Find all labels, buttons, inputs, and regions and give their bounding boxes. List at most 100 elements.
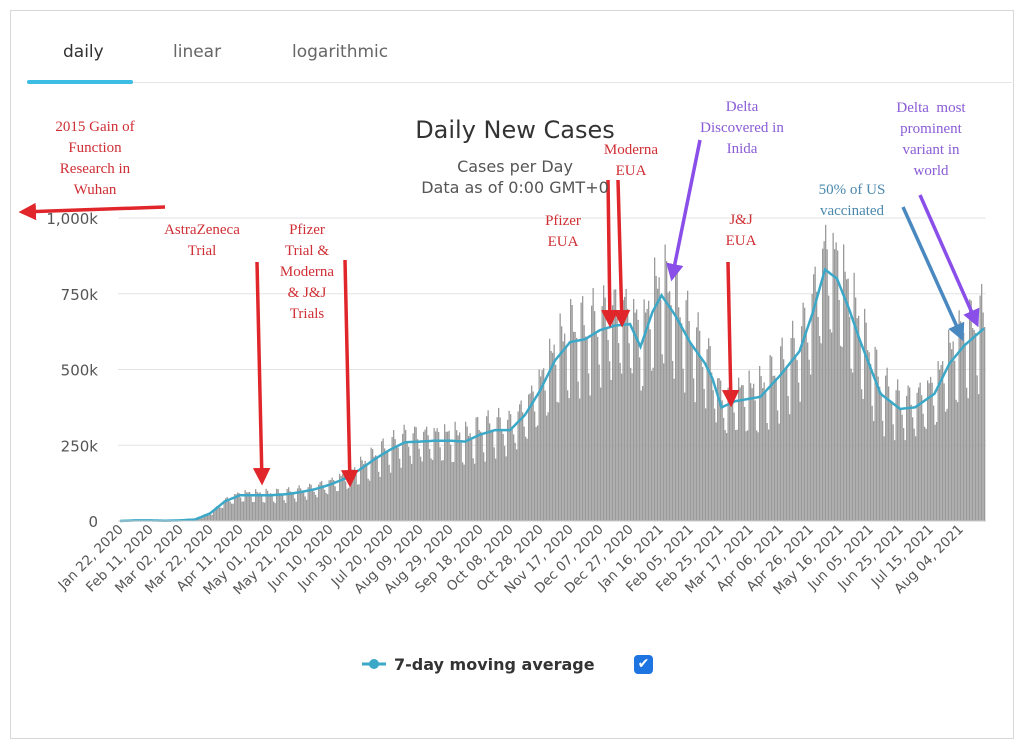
daily-bar	[454, 421, 456, 521]
daily-bar	[346, 488, 348, 521]
daily-bar	[214, 507, 216, 521]
daily-bar	[631, 373, 633, 521]
daily-bar	[900, 408, 902, 521]
daily-bar	[972, 327, 974, 521]
daily-bar	[552, 352, 554, 521]
tab-linear[interactable]: linear	[173, 42, 222, 62]
daily-bar	[595, 333, 597, 521]
daily-bar	[744, 406, 746, 521]
daily-bar	[537, 425, 539, 521]
daily-bar	[681, 323, 683, 521]
daily-bar	[355, 473, 357, 521]
daily-bar	[877, 376, 879, 521]
daily-bar	[738, 377, 740, 521]
daily-bar	[361, 460, 363, 521]
daily-bar	[978, 394, 980, 521]
daily-bar	[648, 300, 650, 521]
daily-bar	[435, 431, 437, 521]
daily-bar	[868, 352, 870, 521]
daily-bar	[895, 390, 897, 521]
daily-bar	[769, 355, 771, 521]
daily-bar	[732, 390, 734, 521]
daily-bar	[520, 400, 522, 521]
daily-bar	[499, 417, 501, 521]
daily-bar	[759, 365, 761, 521]
daily-bar	[783, 359, 785, 521]
annotation-jj-eua: J&J EUA	[725, 212, 757, 249]
daily-bar	[508, 410, 510, 521]
daily-bar	[303, 492, 305, 521]
daily-bar	[802, 302, 804, 521]
daily-bar	[627, 308, 629, 521]
daily-bar	[354, 467, 356, 521]
pfizer-eua-arrow-icon	[601, 179, 619, 328]
daily-bar	[447, 431, 449, 521]
daily-bar	[915, 436, 917, 521]
daily-bar	[486, 416, 488, 521]
daily-bar	[439, 447, 441, 521]
daily-bar	[525, 436, 527, 521]
daily-bar	[979, 295, 981, 521]
daily-bar	[867, 350, 869, 521]
daily-bar	[705, 408, 707, 521]
daily-bar	[619, 362, 621, 521]
daily-bar	[573, 331, 575, 521]
daily-bar	[217, 506, 219, 521]
daily-bar	[468, 435, 470, 521]
y-tick-label: 1,000k	[46, 210, 98, 228]
daily-bar	[264, 502, 266, 521]
daily-bar	[369, 480, 371, 521]
daily-bar	[679, 317, 681, 521]
daily-bar	[580, 302, 582, 521]
daily-bar	[973, 330, 975, 521]
annotation-delta-prominent: Delta most prominent variant in world	[896, 100, 966, 179]
daily-bar	[483, 452, 485, 521]
daily-bar	[787, 396, 789, 521]
daily-bar	[808, 359, 810, 521]
daily-bar	[949, 342, 951, 521]
daily-bar	[550, 350, 552, 521]
daily-bar	[948, 329, 950, 521]
tab-daily[interactable]: daily	[63, 42, 104, 62]
daily-bar	[795, 357, 797, 521]
daily-bar	[300, 488, 302, 521]
daily-bar	[876, 349, 878, 521]
daily-bar	[564, 333, 566, 521]
daily-bar	[513, 434, 515, 521]
daily-bar	[268, 493, 270, 521]
daily-bar	[970, 300, 972, 521]
daily-bar	[553, 344, 555, 521]
daily-bar	[757, 432, 759, 521]
daily-bar	[841, 346, 843, 521]
daily-bar	[930, 376, 932, 521]
y-tick-label: 500k	[61, 362, 99, 380]
daily-bar	[762, 388, 764, 521]
daily-bar	[861, 389, 863, 521]
daily-bar	[691, 346, 693, 521]
daily-bar	[925, 428, 927, 521]
daily-bar	[825, 224, 827, 521]
daily-bar	[576, 337, 578, 521]
daily-bar	[219, 507, 221, 521]
daily-bar	[612, 305, 614, 521]
daily-bar	[960, 321, 962, 521]
daily-bar	[274, 503, 276, 521]
daily-bar	[873, 421, 875, 521]
daily-bar	[393, 430, 395, 521]
daily-bar	[666, 260, 668, 521]
moving-average-checkbox[interactable]: ✔	[634, 655, 653, 674]
daily-bar	[379, 476, 381, 521]
daily-bar	[906, 395, 908, 521]
daily-bar	[223, 500, 225, 521]
daily-bar	[663, 363, 665, 521]
daily-bar	[778, 423, 780, 521]
daily-bar	[951, 349, 953, 521]
daily-bar	[234, 494, 236, 521]
daily-bar	[562, 341, 564, 521]
daily-bar	[493, 447, 495, 521]
legend-moving-average[interactable]: 7-day moving average	[362, 652, 595, 676]
tab-logarithmic[interactable]: logarithmic	[292, 42, 389, 62]
daily-bar	[684, 392, 686, 521]
daily-bar	[645, 312, 647, 521]
daily-bar	[823, 241, 825, 521]
